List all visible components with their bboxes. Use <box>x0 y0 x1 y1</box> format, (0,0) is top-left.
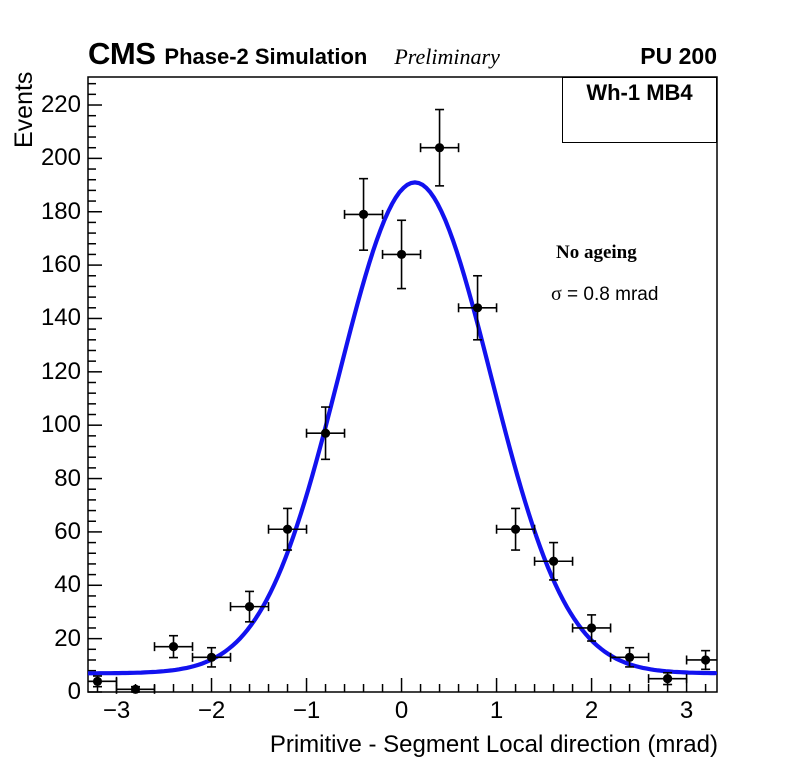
data-marker <box>130 684 141 694</box>
x-tick-label: −3 <box>102 697 131 724</box>
data-marker <box>358 209 369 220</box>
x-tick-label: −2 <box>197 697 226 724</box>
y-tick-label: 160 <box>40 251 81 279</box>
data-marker <box>472 303 483 313</box>
plot-frame <box>87 76 718 693</box>
sigma-value: = 0.8 mrad <box>561 284 659 305</box>
chamber-pave: Wh-1 MB4 <box>562 77 717 143</box>
data-marker <box>700 655 711 665</box>
data-points <box>88 108 717 694</box>
x-tick-label: 3 <box>679 697 694 724</box>
data-marker <box>434 143 445 153</box>
data-marker <box>396 249 407 260</box>
data-marker <box>586 623 597 633</box>
data-marker <box>244 602 255 612</box>
y-tick-label: 220 <box>40 91 81 118</box>
pileup-label: PU 200 <box>640 43 717 69</box>
simulation-label: Phase-2 Simulation <box>164 44 368 69</box>
cms-logo: CMS <box>88 36 156 71</box>
x-tick-label: 0 <box>394 697 409 724</box>
data-marker <box>282 524 293 534</box>
y-tick-label: 40 <box>54 571 81 599</box>
y-tick-label: 120 <box>40 357 81 385</box>
header: CMS Phase-2 Simulation Preliminary PU 20… <box>88 38 717 70</box>
data-marker <box>206 652 217 662</box>
y-tick-label: 140 <box>40 304 81 332</box>
data-marker <box>320 428 331 438</box>
data-marker <box>92 676 103 686</box>
data-marker <box>624 652 635 662</box>
ageing-annotation: No ageing <box>556 242 637 263</box>
chamber-label: Wh-1 MB4 <box>586 80 693 105</box>
sigma-annotation: σ = 0.8 mrad <box>551 284 658 304</box>
data-marker <box>548 556 559 566</box>
x-tick-label: −1 <box>292 697 321 724</box>
y-tick-label: 60 <box>54 517 81 545</box>
preliminary-label: Preliminary <box>394 44 500 69</box>
x-tick-label: 1 <box>489 697 504 724</box>
data-marker <box>662 674 673 684</box>
y-tick-label: 180 <box>40 197 81 225</box>
x-tick-label: 2 <box>584 697 599 724</box>
data-marker <box>168 642 179 652</box>
y-tick-label: 100 <box>40 411 81 439</box>
y-tick-label: 80 <box>54 464 81 492</box>
y-tick-label: 200 <box>40 144 81 172</box>
axis-ticks <box>88 82 707 693</box>
data-marker <box>510 524 521 534</box>
y-tick-label: 0 <box>67 678 81 705</box>
sigma-symbol: σ <box>551 283 562 305</box>
x-axis-title: Primitive - Segment Local direction (mra… <box>269 731 718 758</box>
y-tick-label: 20 <box>54 624 81 652</box>
